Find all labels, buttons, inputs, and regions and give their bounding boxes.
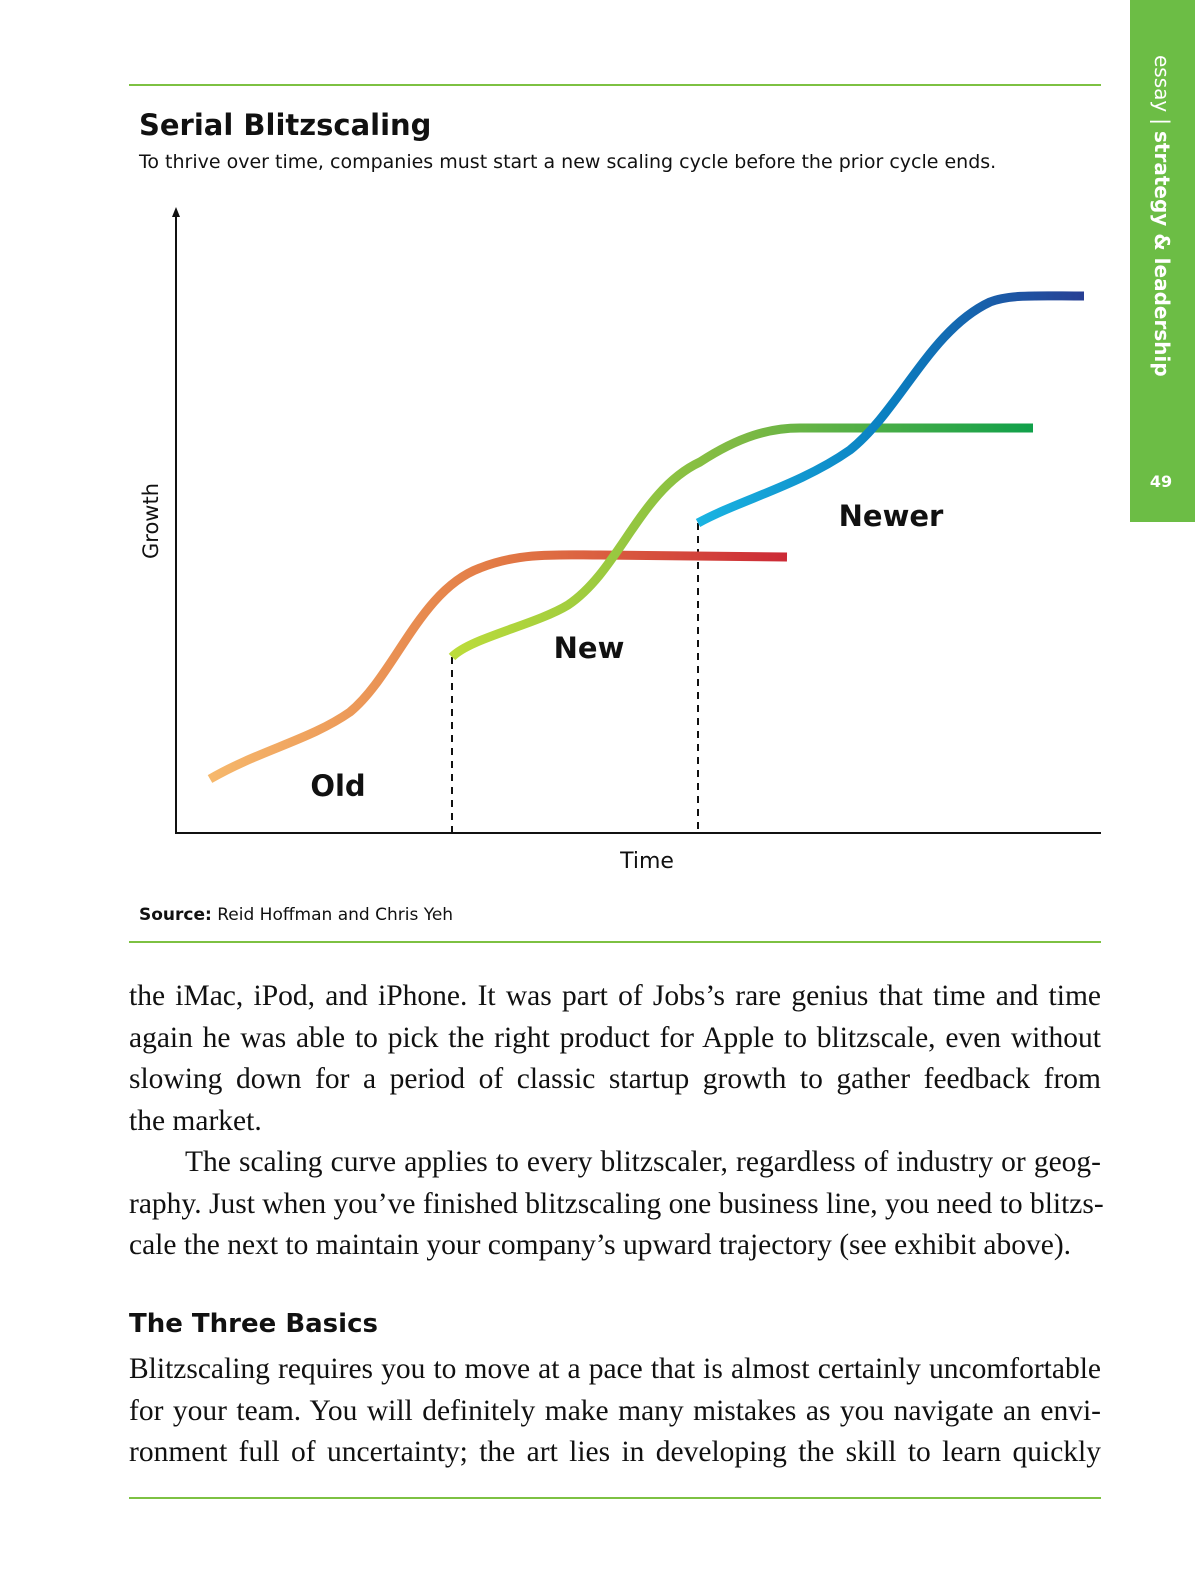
rule <box>129 84 1101 86</box>
source-label: Source: <box>139 905 212 925</box>
sidebar <box>1130 0 1195 522</box>
source: Source: Reid Hoffman and Chris Yeh <box>139 905 453 925</box>
text-line: the market. <box>129 1104 262 1137</box>
page-number: 49 <box>1150 472 1172 491</box>
new-curve <box>448 423 1033 661</box>
old-curve <box>207 550 788 783</box>
figure-title: Serial Blitzscaling <box>139 108 431 142</box>
text-line: for your team. You will definitely make … <box>129 1394 1101 1427</box>
text-line: the iMac, iPod, and iPhone. It was part … <box>129 980 1101 1012</box>
rule <box>129 941 1101 943</box>
text-line: cale the next to maintain your company’s… <box>129 1229 1072 1261</box>
curve-label: Newer <box>839 499 944 533</box>
topic: strategy & leadership <box>1150 131 1174 377</box>
text-line: slowing down for a period of classic sta… <box>129 1063 1101 1095</box>
text-line: The scaling curve applies to every blitz… <box>185 1146 1101 1178</box>
figure-subtitle: To thrive over time, companies must star… <box>138 151 996 173</box>
section: essay <box>1150 55 1174 112</box>
curve-label: Old <box>310 769 365 803</box>
separator: | <box>1150 118 1174 125</box>
text-line: ronment full of uncertainty; the art lie… <box>129 1436 1101 1468</box>
body-text: Blitzscaling requires you to move at a p… <box>129 1349 1101 1474</box>
heading: The Three Basics <box>129 1309 378 1339</box>
curve-label: New <box>554 631 625 665</box>
y-axis-label: Growth <box>139 483 163 559</box>
sidebar-section: essay | strategy & leadership <box>1150 55 1174 377</box>
axis-arrow <box>172 207 180 217</box>
text-line: again he was able to pick the right prod… <box>129 1021 1101 1054</box>
figure: essay | strategy & leadership 49 Serial Bl… <box>129 0 1195 925</box>
text-line: raphy. Just when you’ve finished blitzsc… <box>129 1187 1104 1220</box>
source-text: Reid Hoffman and Chris Yeh <box>217 905 453 925</box>
body-text: the iMac, iPod, and iPhone. It was part … <box>129 976 1104 1267</box>
rule <box>129 1497 1101 1499</box>
newer-curve <box>695 291 1085 527</box>
x-axis-label: Time <box>619 849 674 874</box>
text-line: Blitzscaling requires you to move at a p… <box>129 1353 1101 1385</box>
